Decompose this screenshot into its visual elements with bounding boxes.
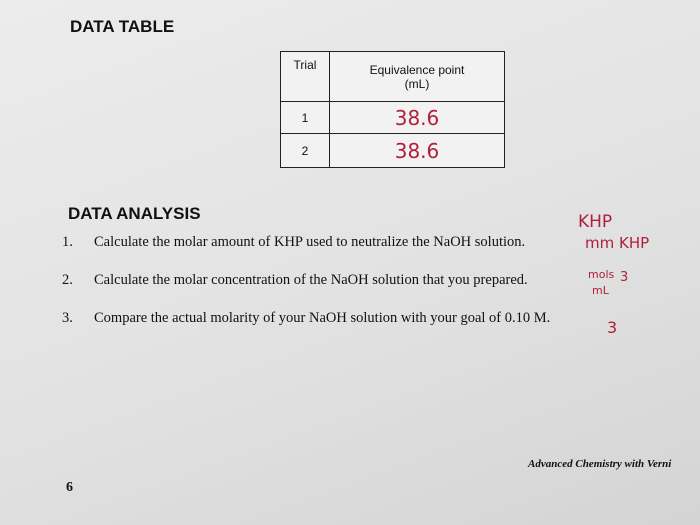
handwritten-note: 3 [607,318,618,337]
handwritten-note: KHP [578,212,613,232]
column-header: Trial [280,51,330,102]
trial-cell: 2 [280,133,330,168]
question-number: 3. [62,310,73,326]
question-text: Calculate the molar concentration of the… [94,272,528,288]
question-text: Calculate the molar amount of KHP used t… [94,234,526,250]
handwritten-note: mL [592,284,609,297]
column-header-text: Equivalence point [369,62,465,77]
handwritten-note: 3 [620,270,629,285]
question-text: Compare the actual molarity of your NaOH… [94,310,551,326]
trial-cell: 1 [280,101,330,134]
column-header: Equivalence point (mL) [329,51,505,102]
data-table: Trial Equivalence point (mL) 1 38.6 2 38.… [280,51,505,168]
question-number: 1. [62,234,73,250]
handwritten-note: mm KHP [585,234,650,252]
column-unit: (mL) [404,76,430,91]
value-cell: 38.6 [329,101,505,134]
page-number: 6 [66,480,73,495]
section-title: DATA TABLE [70,17,175,36]
question-number: 2. [62,272,73,288]
handwritten-note: mols [588,268,615,281]
section-title: DATA ANALYSIS [68,204,201,223]
book-footer: Advanced Chemistry with Verni [528,458,672,470]
value-cell: 38.6 [329,133,505,168]
